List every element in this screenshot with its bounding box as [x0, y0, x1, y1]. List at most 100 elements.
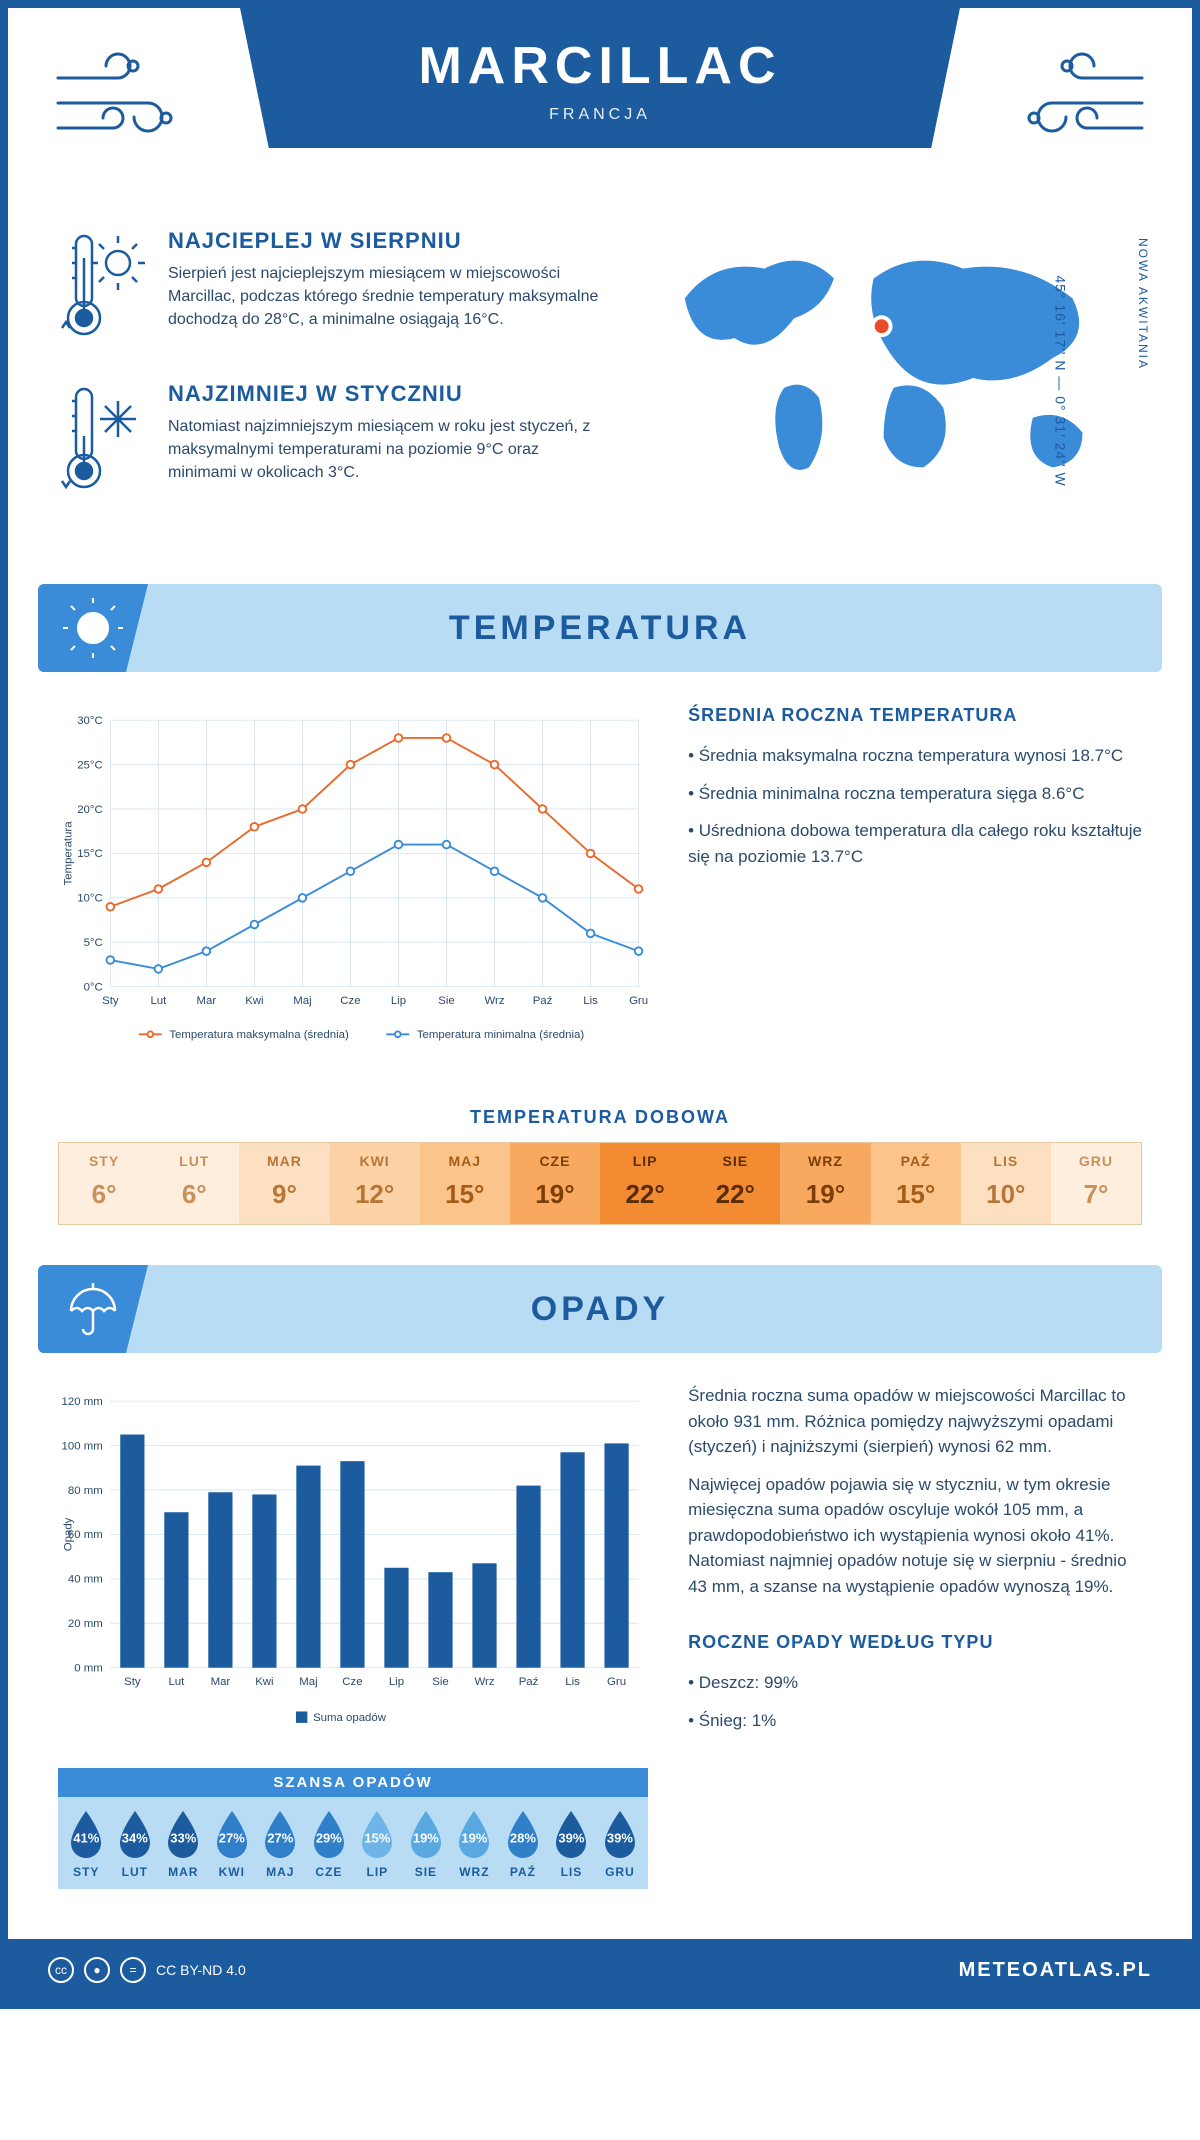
section-title: OPADY — [38, 1290, 1162, 1329]
temperature-chart: 0°C5°C10°C15°C20°C25°C30°CStyLutMarKwiMa… — [58, 702, 648, 1067]
section-title: TEMPERATURA — [38, 609, 1162, 648]
license-text: CC BY-ND 4.0 — [156, 1962, 246, 1978]
chance-cell: 29%CZE — [305, 1809, 354, 1879]
svg-text:5°C: 5°C — [84, 937, 103, 949]
precip-bar-chart: 0 mm20 mm40 mm60 mm80 mm100 mm120 mmStyL… — [58, 1383, 648, 1743]
chance-cell: 33%MAR — [159, 1809, 208, 1879]
svg-text:Mar: Mar — [211, 1676, 231, 1688]
title-banner: MARCILLAC FRANCJA — [240, 8, 960, 148]
temp-cell: KWI12° — [330, 1143, 420, 1224]
bytype-item: • Deszcz: 99% — [688, 1670, 1142, 1696]
svg-text:100 mm: 100 mm — [62, 1440, 103, 1452]
umbrella-icon — [38, 1265, 148, 1353]
svg-text:Wrz: Wrz — [484, 995, 504, 1007]
chance-cell: 39%LIS — [547, 1809, 596, 1879]
chance-cell: 34%LUT — [111, 1809, 160, 1879]
coldest-text: Natomiast najzimniejszym miesiącem w rok… — [168, 415, 605, 485]
site-name: METEOATLAS.PL — [959, 1959, 1152, 1982]
svg-text:0 mm: 0 mm — [74, 1663, 103, 1675]
svg-text:Gru: Gru — [629, 995, 648, 1007]
svg-text:Lip: Lip — [391, 995, 406, 1007]
svg-text:Temperatura: Temperatura — [62, 821, 74, 886]
region-label: NOWA AKWITANIA — [1136, 238, 1150, 370]
chance-cell: 19%WRZ — [450, 1809, 499, 1879]
svg-text:20°C: 20°C — [77, 804, 103, 816]
temp-cell: LIP22° — [600, 1143, 690, 1224]
temp-cell: LIS10° — [961, 1143, 1051, 1224]
svg-text:25°C: 25°C — [77, 759, 103, 771]
bytype-title: ROCZNE OPADY WEDŁUG TYPU — [688, 1629, 1142, 1656]
svg-text:Sty: Sty — [124, 1676, 141, 1688]
svg-text:30°C: 30°C — [77, 715, 103, 727]
precip-header: OPADY — [38, 1265, 1162, 1353]
svg-text:80 mm: 80 mm — [68, 1485, 103, 1497]
header: MARCILLAC FRANCJA — [8, 8, 1192, 228]
precip-chance-table: SZANSA OPADÓW 41%STY 34%LUT 33%MAR 27%KW… — [58, 1768, 648, 1889]
temp-cell: SIE22° — [690, 1143, 780, 1224]
map-col: NOWA AKWITANIA 45° 16' 17'' N — 0° 31' 2… — [645, 228, 1142, 534]
warmest-block: NAJCIEPLEJ W SIERPNIU Sierpień jest najc… — [58, 228, 605, 353]
chance-cell: 27%MAJ — [256, 1809, 305, 1879]
intro-text-col: NAJCIEPLEJ W SIERPNIU Sierpień jest najc… — [58, 228, 605, 534]
nd-icon: = — [120, 1957, 146, 1983]
svg-text:Sty: Sty — [102, 995, 119, 1007]
svg-text:Lut: Lut — [150, 995, 167, 1007]
temp-cell: GRU7° — [1051, 1143, 1141, 1224]
temperature-header: TEMPERATURA — [38, 584, 1162, 672]
svg-text:Sie: Sie — [438, 995, 455, 1007]
temperature-body: 0°C5°C10°C15°C20°C25°C30°CStyLutMarKwiMa… — [8, 672, 1192, 1087]
temp-bullet: • Średnia maksymalna roczna temperatura … — [688, 743, 1142, 769]
svg-text:Kwi: Kwi — [255, 1676, 273, 1688]
svg-text:Kwi: Kwi — [245, 995, 263, 1007]
precip-summary: Średnia roczna suma opadów w miejscowośc… — [688, 1383, 1142, 1889]
temp-cell: MAR9° — [239, 1143, 329, 1224]
temp-cell: CZE19° — [510, 1143, 600, 1224]
license-block: cc ● = CC BY-ND 4.0 — [48, 1957, 246, 1983]
annual-temp-title: ŚREDNIA ROCZNA TEMPERATURA — [688, 702, 1142, 729]
svg-text:Opady: Opady — [62, 1517, 74, 1551]
svg-text:Wrz: Wrz — [474, 1676, 494, 1688]
sun-icon — [38, 584, 148, 672]
intro-section: NAJCIEPLEJ W SIERPNIU Sierpień jest najc… — [8, 228, 1192, 564]
svg-text:Cze: Cze — [342, 1676, 362, 1688]
precip-chart-col: 0 mm20 mm40 mm60 mm80 mm100 mm120 mmStyL… — [58, 1383, 648, 1889]
precip-text: Najwięcej opadów pojawia się w styczniu,… — [688, 1472, 1142, 1600]
bytype-item: • Śnieg: 1% — [688, 1708, 1142, 1734]
coldest-title: NAJZIMNIEJ W STYCZNIU — [168, 381, 605, 407]
precip-text: Średnia roczna suma opadów w miejscowośc… — [688, 1383, 1142, 1460]
page-title: MARCILLAC — [240, 36, 960, 96]
daily-temp-title: TEMPERATURA DOBOWA — [8, 1107, 1192, 1128]
temp-cell: LUT6° — [149, 1143, 239, 1224]
svg-text:Paź: Paź — [519, 1676, 539, 1688]
by-icon: ● — [84, 1957, 110, 1983]
coldest-block: NAJZIMNIEJ W STYCZNIU Natomiast najzimni… — [58, 381, 605, 506]
svg-text:Lut: Lut — [168, 1676, 185, 1688]
cc-icon: cc — [48, 1957, 74, 1983]
wind-icon — [1012, 48, 1152, 163]
svg-text:Lis: Lis — [565, 1676, 580, 1688]
svg-text:Cze: Cze — [340, 995, 360, 1007]
page-subtitle: FRANCJA — [240, 106, 960, 124]
svg-text:Gru: Gru — [607, 1676, 626, 1688]
svg-text:Temperatura maksymalna (średni: Temperatura maksymalna (średnia) — [169, 1029, 349, 1041]
svg-text:Lip: Lip — [389, 1676, 404, 1688]
warmest-title: NAJCIEPLEJ W SIERPNIU — [168, 228, 605, 254]
thermometer-snow-icon — [58, 381, 148, 506]
svg-text:120 mm: 120 mm — [62, 1396, 103, 1408]
temperature-summary: ŚREDNIA ROCZNA TEMPERATURA • Średnia mak… — [688, 702, 1142, 1067]
svg-text:Lis: Lis — [583, 995, 598, 1007]
svg-text:Maj: Maj — [293, 995, 311, 1007]
chance-cell: 19%SIE — [402, 1809, 451, 1879]
chance-title: SZANSA OPADÓW — [58, 1768, 648, 1797]
warmest-text: Sierpień jest najcieplejszym miesiącem w… — [168, 262, 605, 332]
daily-temp-table: STY6°LUT6°MAR9°KWI12°MAJ15°CZE19°LIP22°S… — [58, 1142, 1142, 1225]
svg-text:0°C: 0°C — [84, 982, 103, 994]
chance-cell: 27%KWI — [208, 1809, 257, 1879]
svg-text:10°C: 10°C — [77, 893, 103, 905]
chance-cell: 39%GRU — [596, 1809, 645, 1879]
coordinates: 45° 16' 17'' N — 0° 31' 24'' W — [1052, 275, 1068, 486]
svg-text:20 mm: 20 mm — [68, 1618, 103, 1630]
svg-text:15°C: 15°C — [77, 848, 103, 860]
svg-text:40 mm: 40 mm — [68, 1574, 103, 1586]
chance-cell: 15%LIP — [353, 1809, 402, 1879]
